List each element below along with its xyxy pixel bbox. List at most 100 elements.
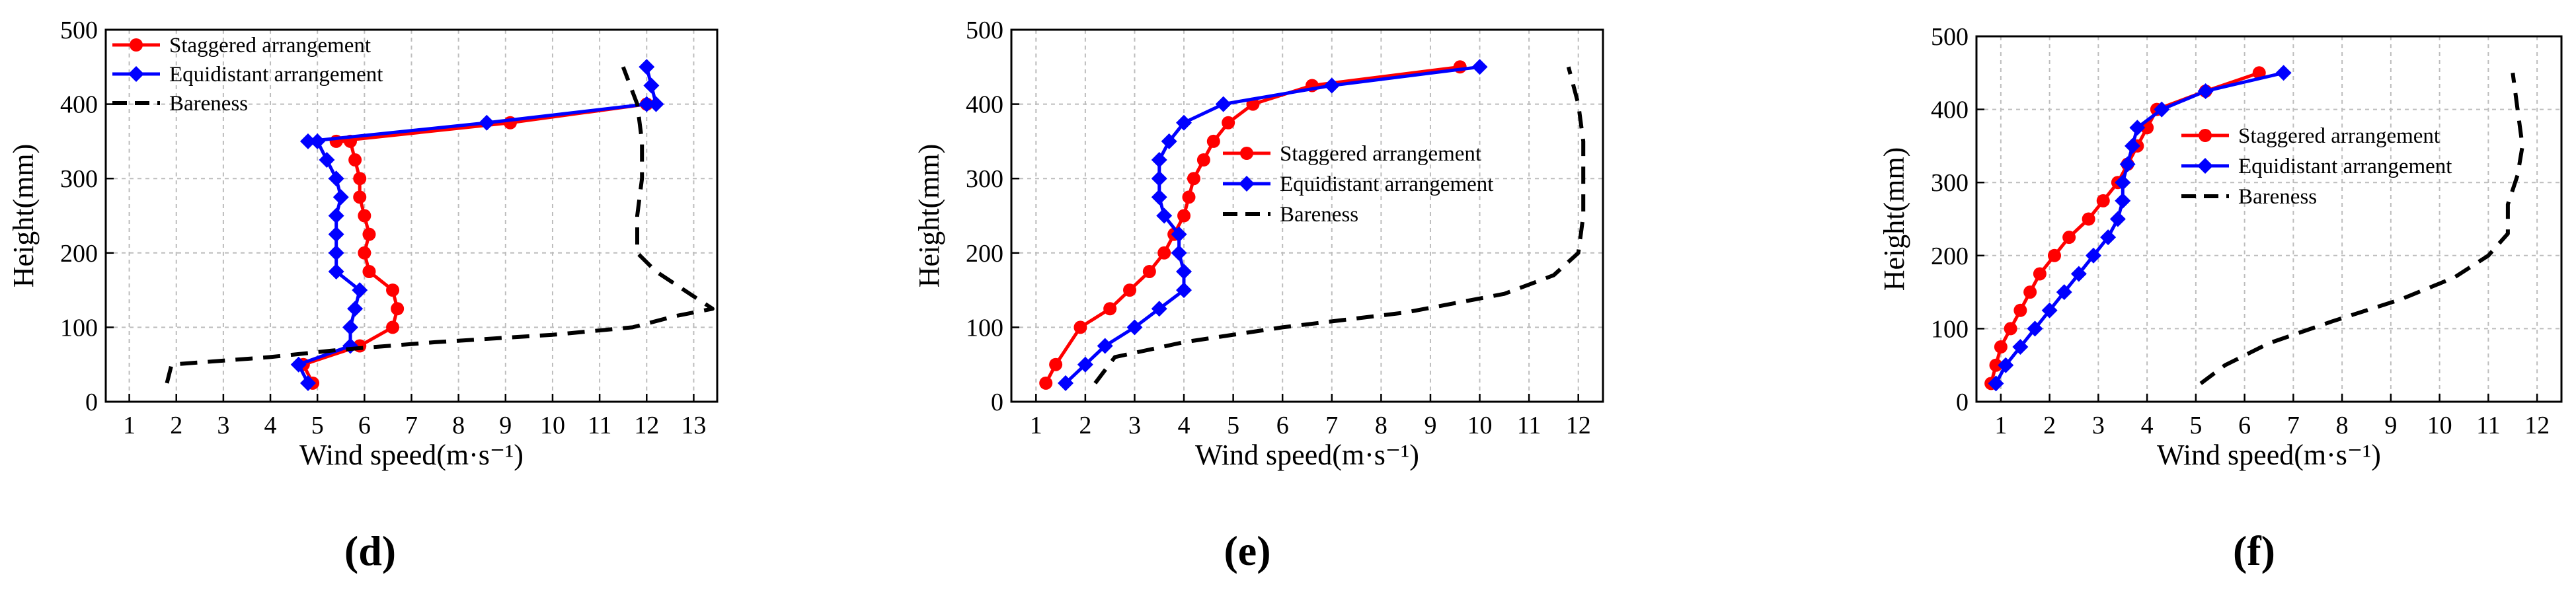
x-tick-label: 11	[1517, 412, 1542, 439]
data-point	[479, 114, 495, 131]
data-point	[1126, 319, 1143, 336]
data-point	[1103, 302, 1117, 316]
x-tick-label: 6	[2238, 412, 2251, 439]
data-point	[643, 77, 660, 94]
data-point	[1323, 77, 1340, 94]
data-point	[319, 152, 335, 168]
series-line-equidistant-arrangement	[1994, 71, 2284, 385]
data-point	[386, 320, 400, 334]
data-point	[1196, 153, 1210, 167]
series-line-bareness	[2199, 72, 2524, 385]
y-tick-label: 0	[1956, 389, 1969, 416]
data-point	[352, 282, 368, 299]
data-point	[358, 209, 371, 223]
y-tick-label: 0	[991, 389, 1003, 416]
x-tick-label: 6	[1276, 412, 1289, 439]
y-axis-label: Height(mm)	[1878, 147, 1910, 291]
x-tick-label: 3	[217, 412, 229, 439]
data-point	[1171, 244, 1187, 261]
data-point	[1156, 207, 1173, 224]
data-point	[290, 356, 307, 373]
legend-marker	[1239, 176, 1255, 192]
legend-label: Equidistant arrangement	[169, 63, 383, 87]
data-point	[2013, 303, 2027, 317]
x-tick-label: 11	[588, 412, 612, 439]
data-point	[2129, 120, 2146, 136]
data-point	[639, 96, 655, 112]
data-point	[2056, 284, 2072, 301]
x-tick-label: 3	[2092, 412, 2105, 439]
data-point	[2027, 320, 2043, 337]
data-point	[299, 375, 316, 391]
y-tick-label: 300	[1931, 169, 1969, 197]
legend-label: Staggered arrangement	[1280, 142, 1481, 166]
data-point	[342, 319, 358, 336]
y-axis-label: Height(mm)	[913, 144, 945, 288]
x-tick-label: 10	[2427, 412, 2452, 439]
legend-label: Staggered arrangement	[169, 34, 371, 57]
data-point	[2062, 231, 2076, 244]
y-tick-label: 100	[966, 314, 1003, 342]
y-tick-label: 500	[60, 17, 98, 44]
series-line-equidistant-arrangement	[297, 66, 658, 385]
data-point	[2119, 156, 2136, 172]
x-tick-label: 5	[311, 412, 324, 439]
x-tick-label: 8	[2336, 412, 2349, 439]
y-tick-label: 200	[1931, 242, 1969, 270]
data-point	[328, 226, 344, 242]
y-tick-label: 400	[60, 91, 98, 119]
data-point	[2004, 322, 2017, 336]
data-point	[328, 263, 344, 279]
legend-label: Bareness	[2238, 185, 2317, 209]
x-tick-label: 2	[2043, 412, 2056, 439]
y-tick-label: 400	[966, 91, 1003, 119]
data-point	[328, 244, 344, 261]
x-tick-label: 2	[170, 412, 182, 439]
x-tick-label: 1	[1030, 412, 1042, 439]
series-line-bareness	[1093, 66, 1586, 385]
data-point	[309, 133, 326, 149]
y-tick-label: 300	[60, 165, 98, 193]
data-point	[386, 283, 400, 297]
data-point	[2096, 194, 2110, 207]
x-tick-label: 8	[452, 412, 465, 439]
y-tick-label: 500	[1931, 23, 1969, 51]
legend-label: Bareness	[169, 92, 248, 116]
y-tick-label: 200	[60, 240, 98, 268]
data-point	[2041, 302, 2058, 318]
x-tick-label: 4	[2141, 412, 2154, 439]
data-point	[2275, 65, 2292, 81]
data-point	[1187, 172, 1200, 186]
x-tick-label: 1	[123, 412, 136, 439]
data-point	[1123, 283, 1136, 297]
data-point	[1058, 375, 1074, 391]
data-point	[362, 227, 376, 241]
y-tick-label: 100	[60, 314, 98, 342]
x-tick-label: 10	[540, 412, 565, 439]
data-point	[353, 172, 367, 186]
data-point	[648, 96, 664, 112]
data-point	[1161, 133, 1177, 149]
panel-label: (e)	[1224, 527, 1270, 574]
data-point	[1176, 114, 1192, 131]
x-tick-label: 10	[1467, 412, 1493, 439]
data-point	[1989, 358, 2003, 372]
x-tick-label: 9	[2384, 412, 2397, 439]
data-point	[348, 153, 362, 167]
x-tick-label: 7	[405, 412, 418, 439]
plot-frame	[104, 28, 719, 403]
data-point	[1151, 301, 1167, 317]
data-point	[1142, 264, 1156, 278]
data-point	[2115, 192, 2131, 209]
data-point	[1177, 209, 1191, 223]
data-point	[1151, 170, 1167, 187]
legend-label: Equidistant arrangement	[2238, 155, 2452, 178]
plot-frame	[1975, 35, 2563, 403]
data-point	[299, 133, 316, 149]
data-point	[1206, 134, 1220, 148]
y-tick-label: 300	[966, 165, 1003, 193]
